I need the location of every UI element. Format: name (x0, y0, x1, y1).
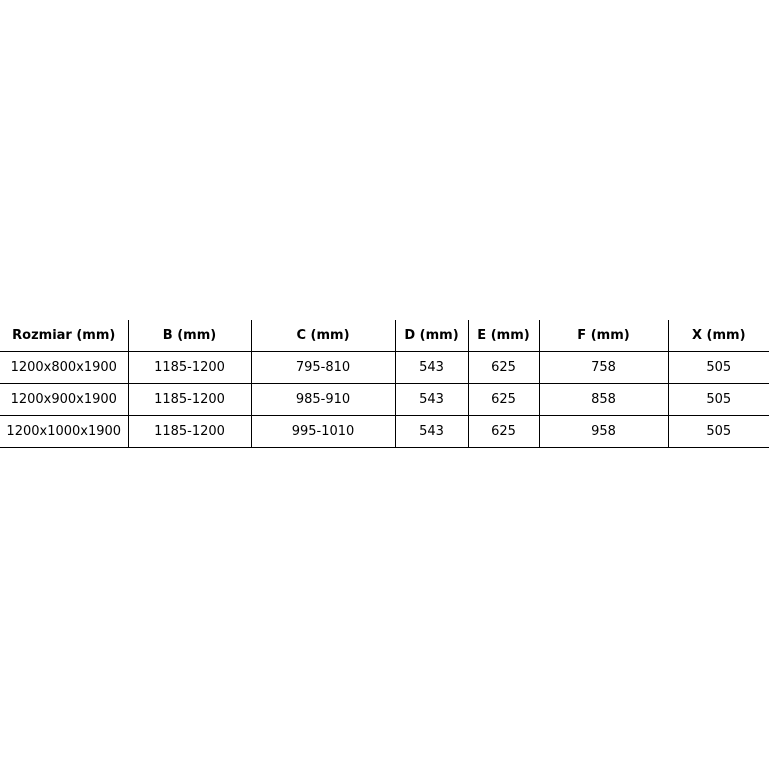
table-cell: 625 (467, 351, 539, 384)
table-cell: 958 (538, 415, 668, 448)
table-cell: 995-1010 (250, 415, 395, 448)
column-header: X (mm) (667, 320, 769, 352)
table-row: 1200x900x1900 1185-1200 985-910 543 625 858 50… (0, 383, 769, 416)
table-cell: 1200x800x1900 (0, 351, 128, 384)
column-header: D (mm) (394, 320, 468, 352)
table-cell: 543 (394, 351, 468, 384)
table-cell: 858 (538, 383, 668, 416)
dimensions-table: Rozmiar (mm) B (mm) C (mm) D (mm) E (mm) F (m… (0, 320, 769, 448)
table-cell: 1185-1200 (127, 383, 251, 416)
table-row: 1200x1000x1900 1185-1200 995-1010 543 625 958… (0, 415, 769, 448)
table-cell: 543 (394, 383, 468, 416)
column-header: F (mm) (538, 320, 668, 352)
table-cell: 625 (467, 383, 539, 416)
header-row: Rozmiar (mm) B (mm) C (mm) D (mm) E (mm) F (m… (0, 320, 769, 352)
table-cell: 1200x900x1900 (0, 383, 128, 416)
table-row: 1200x800x1900 1185-1200 795-810 543 625 758 50… (0, 351, 769, 384)
table-cell: 505 (667, 415, 769, 448)
table-cell: 985-910 (250, 383, 395, 416)
table-cell: 505 (667, 383, 769, 416)
table-cell: 1185-1200 (127, 415, 251, 448)
column-header: B (mm) (127, 320, 251, 352)
table-cell: 758 (538, 351, 668, 384)
table-cell: 1200x1000x1900 (0, 415, 128, 448)
table-cell: 505 (667, 351, 769, 384)
table-cell: 543 (394, 415, 468, 448)
table-cell: 795-810 (250, 351, 395, 384)
table-cell: 625 (467, 415, 539, 448)
column-header: Rozmiar (mm) (0, 320, 128, 352)
column-header: E (mm) (467, 320, 539, 352)
column-header: C (mm) (250, 320, 395, 352)
table-cell: 1185-1200 (127, 351, 251, 384)
